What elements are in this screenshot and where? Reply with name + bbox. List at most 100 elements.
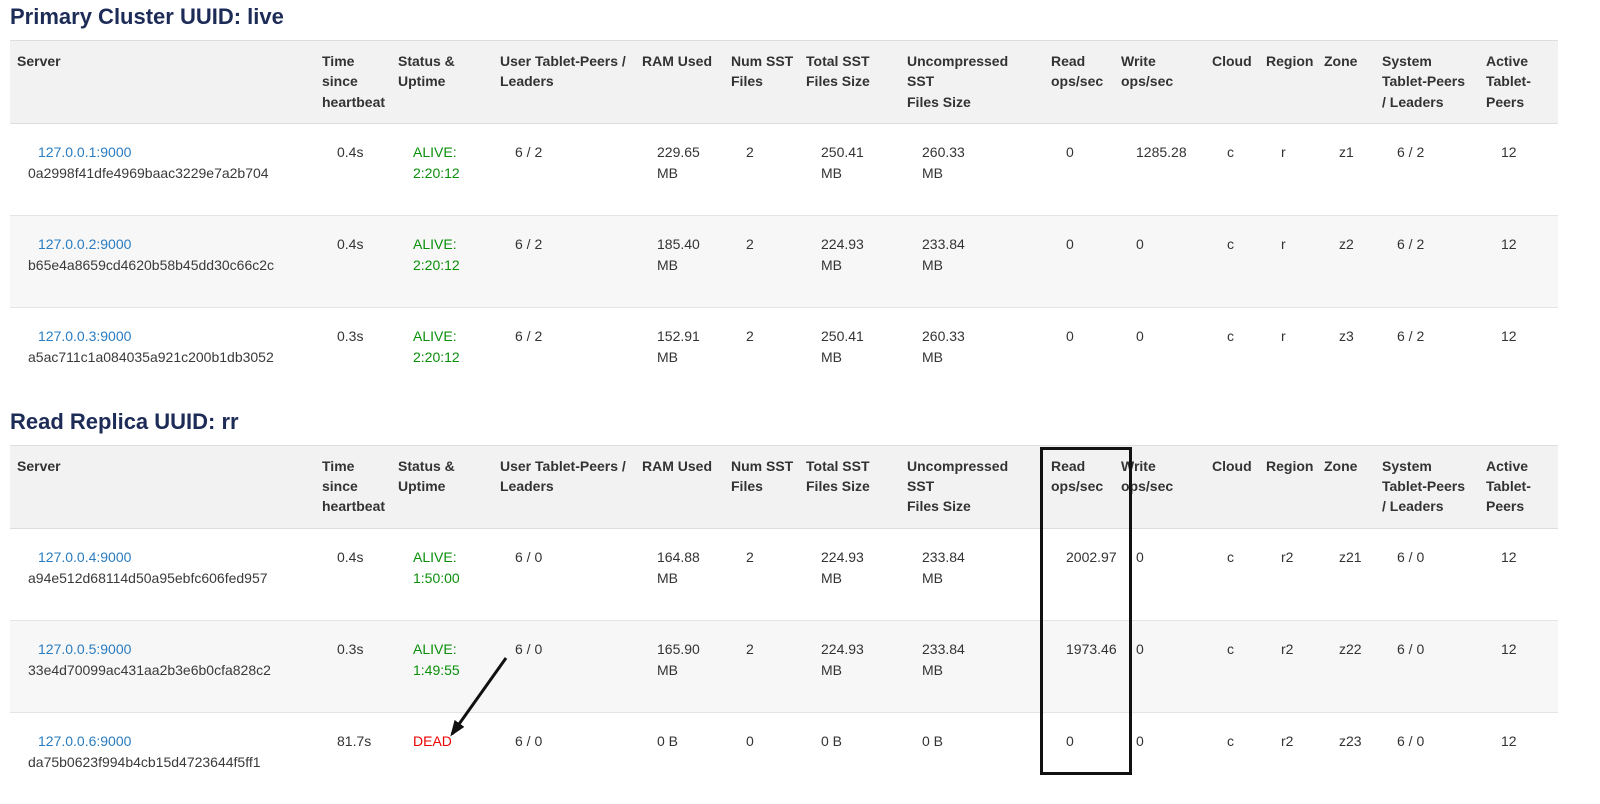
cell-user-tablet-peers-leaders: 6 / 0 — [493, 528, 635, 620]
cell-time-since-heartbeat: 0.3s — [315, 620, 391, 712]
cell-ram-used: 164.88 MB — [635, 528, 724, 620]
column-header: Uncompressed SST Files Size — [900, 445, 1044, 528]
cell-time-since-heartbeat: 0.4s — [315, 528, 391, 620]
cell-cloud: c — [1205, 620, 1259, 712]
server-uuid: a5ac711c1a084035a921c200b1db3052 — [28, 347, 309, 368]
cell-uncompressed-sst-files-size: 0 B — [900, 712, 1044, 804]
cell-total-sst-files-size: 224.93 MB — [799, 528, 900, 620]
column-header: System Tablet-Peers / Leaders — [1375, 41, 1479, 124]
server-link[interactable]: 127.0.0.5:9000 — [38, 639, 131, 660]
column-header: Write ops/sec — [1114, 41, 1205, 124]
cell-zone: z23 — [1317, 712, 1375, 804]
cell-read-ops-sec: 0 — [1044, 124, 1114, 216]
cell-write-ops-sec: 0 — [1114, 528, 1205, 620]
cell-status: ALIVE: 2:20:12 — [391, 308, 493, 400]
column-header: Time since heartbeat — [315, 445, 391, 528]
cell-time-since-heartbeat: 81.7s — [315, 712, 391, 804]
cell-time-since-heartbeat: 0.4s — [315, 124, 391, 216]
column-header: Total SST Files Size — [799, 445, 900, 528]
cell-write-ops-sec: 0 — [1114, 620, 1205, 712]
server-link[interactable]: 127.0.0.2:9000 — [38, 234, 131, 255]
column-header: Time since heartbeat — [315, 41, 391, 124]
cell-system-tablet-peers-leaders: 6 / 0 — [1375, 712, 1479, 804]
cell-total-sst-files-size: 250.41 MB — [799, 308, 900, 400]
cell-active-tablet-peers: 12 — [1479, 712, 1558, 804]
cell-cloud: c — [1205, 712, 1259, 804]
cell-read-ops-sec: 0 — [1044, 308, 1114, 400]
column-header: Read ops/sec — [1044, 445, 1114, 528]
server-link[interactable]: 127.0.0.3:9000 — [38, 326, 131, 347]
cell-uncompressed-sst-files-size: 260.33 MB — [900, 124, 1044, 216]
column-header: Zone — [1317, 445, 1375, 528]
cell-uncompressed-sst-files-size: 233.84 MB — [900, 528, 1044, 620]
cell-user-tablet-peers-leaders: 6 / 2 — [493, 308, 635, 400]
cell-cloud: c — [1205, 308, 1259, 400]
column-header: Status & Uptime — [391, 41, 493, 124]
column-header: Server — [10, 41, 315, 124]
cell-zone: z2 — [1317, 216, 1375, 308]
cell-zone: z21 — [1317, 528, 1375, 620]
column-header: User Tablet-Peers / Leaders — [493, 41, 635, 124]
cell-region: r2 — [1259, 620, 1317, 712]
server-uuid: 0a2998f41dfe4969baac3229e7a2b704 — [28, 163, 309, 184]
cell-active-tablet-peers: 12 — [1479, 528, 1558, 620]
cell-num-sst-files: 2 — [724, 124, 799, 216]
column-header: Write ops/sec — [1114, 445, 1205, 528]
cell-zone: z3 — [1317, 308, 1375, 400]
column-header: Num SST Files — [724, 445, 799, 528]
server-link[interactable]: 127.0.0.4:9000 — [38, 547, 131, 568]
cell-user-tablet-peers-leaders: 6 / 0 — [493, 712, 635, 804]
column-header: RAM Used — [635, 445, 724, 528]
cell-ram-used: 0 B — [635, 712, 724, 804]
cell-total-sst-files-size: 224.93 MB — [799, 216, 900, 308]
cell-num-sst-files: 2 — [724, 528, 799, 620]
cell-write-ops-sec: 0 — [1114, 308, 1205, 400]
cell-ram-used: 229.65 MB — [635, 124, 724, 216]
server-link[interactable]: 127.0.0.1:9000 — [38, 142, 131, 163]
cell-status: ALIVE: 2:20:12 — [391, 124, 493, 216]
cell-num-sst-files: 2 — [724, 216, 799, 308]
column-header: Cloud — [1205, 445, 1259, 528]
cell-cloud: c — [1205, 528, 1259, 620]
column-header: Server — [10, 445, 315, 528]
cell-active-tablet-peers: 12 — [1479, 620, 1558, 712]
column-header: Zone — [1317, 41, 1375, 124]
cell-system-tablet-peers-leaders: 6 / 0 — [1375, 528, 1479, 620]
cell-cloud: c — [1205, 216, 1259, 308]
cell-region: r2 — [1259, 712, 1317, 804]
cell-system-tablet-peers-leaders: 6 / 2 — [1375, 124, 1479, 216]
cell-num-sst-files: 2 — [724, 308, 799, 400]
cell-region: r2 — [1259, 528, 1317, 620]
column-header: Region — [1259, 41, 1317, 124]
cell-read-ops-sec: 1973.46 — [1044, 620, 1114, 712]
cell-uncompressed-sst-files-size: 233.84 MB — [900, 216, 1044, 308]
cell-write-ops-sec: 1285.28 — [1114, 124, 1205, 216]
cell-active-tablet-peers: 12 — [1479, 124, 1558, 216]
column-header: Read ops/sec — [1044, 41, 1114, 124]
cell-zone: z1 — [1317, 124, 1375, 216]
column-header: Uncompressed SST Files Size — [900, 41, 1044, 124]
cell-user-tablet-peers-leaders: 6 / 0 — [493, 620, 635, 712]
column-header: Region — [1259, 445, 1317, 528]
cell-status: ALIVE: 2:20:12 — [391, 216, 493, 308]
column-header: Total SST Files Size — [799, 41, 900, 124]
server-link[interactable]: 127.0.0.6:9000 — [38, 731, 131, 752]
cell-status: ALIVE: 1:49:55 — [391, 620, 493, 712]
